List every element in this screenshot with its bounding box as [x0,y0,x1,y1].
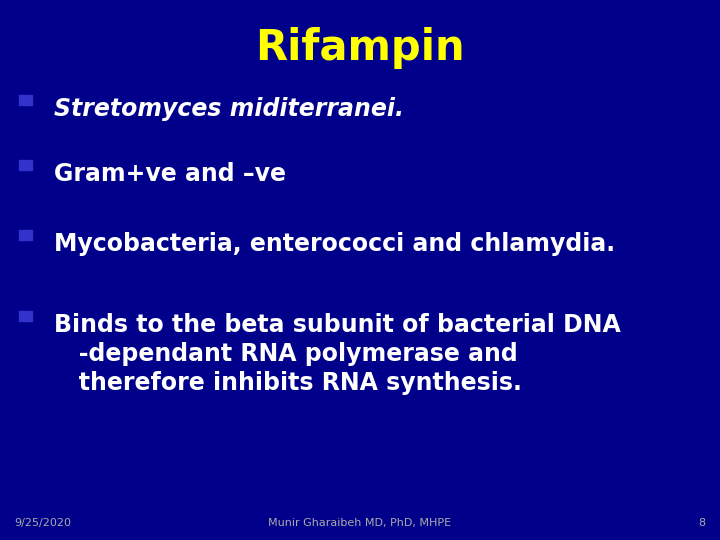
Text: 8: 8 [698,518,706,528]
Text: Rifampin: Rifampin [255,27,465,69]
Text: Gram+ve and –ve: Gram+ve and –ve [54,162,286,186]
Text: 9/25/2020: 9/25/2020 [14,518,71,528]
FancyBboxPatch shape [19,95,32,105]
FancyBboxPatch shape [19,311,32,321]
Text: Binds to the beta subunit of bacterial DNA
   -dependant RNA polymerase and
   t: Binds to the beta subunit of bacterial D… [54,313,621,395]
Text: Stretomyces miditerranei.: Stretomyces miditerranei. [54,97,404,121]
Text: Munir Gharaibeh MD, PhD, MHPE: Munir Gharaibeh MD, PhD, MHPE [269,518,451,528]
Text: Mycobacteria, enterococci and chlamydia.: Mycobacteria, enterococci and chlamydia. [54,232,615,256]
FancyBboxPatch shape [19,230,32,240]
FancyBboxPatch shape [19,160,32,170]
